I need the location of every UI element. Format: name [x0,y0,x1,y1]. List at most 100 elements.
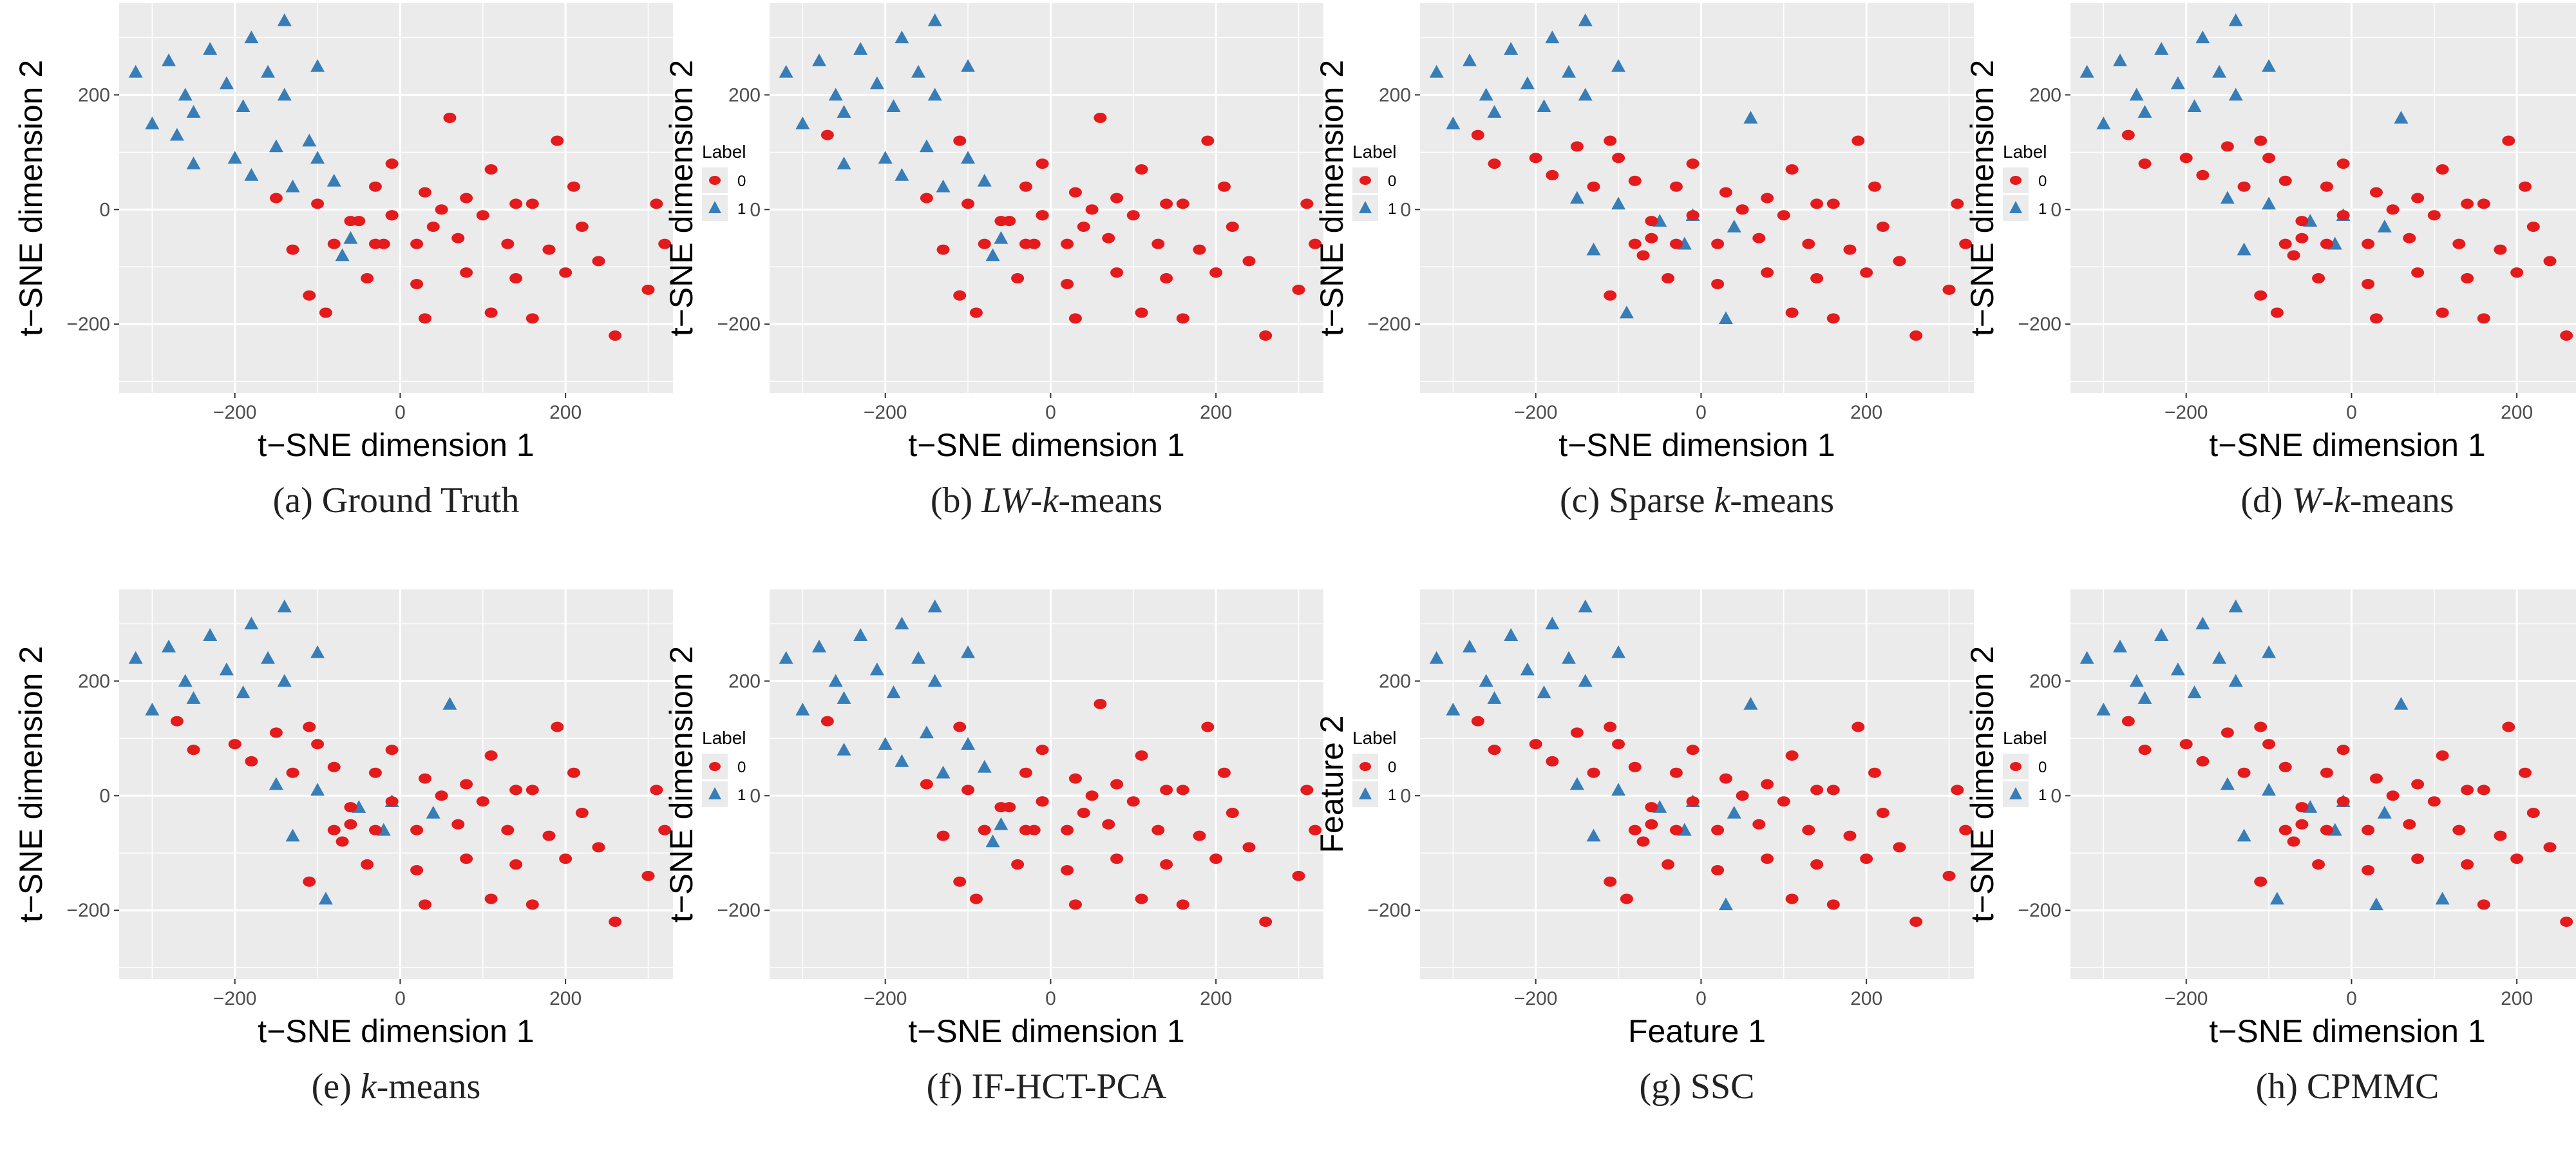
x-tick-label: −200 [2164,402,2208,423]
point-label-1 [203,628,218,641]
point-label-0 [1669,181,1683,192]
point-label-0 [2543,842,2557,853]
point-label-0 [1488,745,1501,756]
point-label-1 [277,13,292,26]
x-tick-label: 200 [1200,988,1232,1009]
point-label-0 [1628,761,1642,772]
point-label-1 [1545,616,1560,630]
y-tick-label: −200 [2018,900,2061,921]
point-label-1 [227,151,242,164]
point-label-0 [978,824,991,835]
legend-title: Label [1352,142,1397,162]
point-label-0 [2336,796,2350,807]
point-label-0 [953,135,967,146]
point-label-0 [509,859,523,870]
point-label-0 [936,830,950,841]
point-label-1 [2228,13,2243,26]
point-label-1 [837,157,851,169]
point-label-1 [886,685,901,698]
point-label-0 [2403,819,2416,830]
point-label-0 [2254,721,2268,732]
point-label-0 [969,307,983,318]
caption-segment: (f) IF-HCT-PCA [926,1067,1167,1107]
point-label-1 [828,674,843,687]
point-label-1 [2394,696,2409,710]
point-label-0 [2436,307,2449,318]
point-label-1 [2129,88,2144,101]
point-label-0 [2477,198,2490,209]
point-label-0 [1628,175,1642,186]
point-label-1 [927,599,942,613]
point-label-1 [2262,783,2277,796]
point-label-0 [2411,267,2425,278]
point-label-0 [994,216,1008,227]
point-label-1 [1520,76,1535,90]
point-label-1 [145,116,160,129]
point-label-1 [927,674,942,687]
point-label-0 [1909,330,1923,341]
point-label-0 [1645,802,1658,813]
point-label-0 [1852,721,1865,732]
point-label-0 [1259,330,1273,341]
point-label-0 [368,181,382,192]
point-label-1 [936,179,951,193]
point-label-1 [1569,777,1584,790]
point-label-0 [1686,158,1700,169]
point-label-0 [1160,785,1173,796]
point-label-1 [318,891,333,905]
point-label-0 [1810,859,1824,870]
point-label-0 [2121,716,2135,727]
point-label-0 [2295,819,2309,830]
x-tick-label: −200 [2164,988,2208,1009]
point-label-1 [1562,651,1577,664]
point-label-0 [1546,756,1559,767]
point-label-1 [244,167,259,181]
point-label-0 [1259,917,1273,928]
caption-segment: - [1030,481,1043,520]
point-label-0 [286,767,299,778]
point-label-1 [2228,674,2243,687]
point-label-0 [1686,796,1700,807]
point-label-0 [1151,238,1165,249]
point-label-0 [2477,785,2490,796]
point-label-0 [1785,164,1799,175]
point-label-0 [435,204,448,215]
point-label-1 [1479,674,1493,687]
point-label-0 [1785,307,1799,318]
point-label-0 [953,876,967,887]
y-tick-label: 0 [750,785,761,806]
point-label-0 [2461,785,2474,796]
point-label-0 [2295,216,2309,227]
point-label-1 [895,754,909,767]
point-label-0 [1529,739,1542,750]
point-label-0 [344,802,357,813]
point-label-0 [1176,785,1189,796]
point-label-0 [641,870,655,881]
legend-key-0 [2010,176,2022,185]
legend-key-1 [708,787,721,799]
x-tick-label: 0 [2346,988,2357,1009]
point-label-0 [1309,238,1322,249]
point-label-0 [2262,153,2276,164]
y-tick-label: −200 [1367,314,1411,335]
point-label-1 [2220,777,2235,790]
point-label-0 [2526,807,2540,818]
point-label-0 [2369,773,2383,784]
point-label-0 [2196,756,2210,767]
point-label-1 [927,88,942,101]
point-label-0 [1201,135,1215,146]
caption-segment: W [2291,481,2322,520]
y-tick-label: 0 [2050,785,2061,806]
point-label-0 [303,290,316,301]
point-label-0 [575,221,589,232]
point-label-0 [961,198,975,209]
x-axis-title: t−SNE dimension 1 [908,427,1184,463]
point-label-0 [319,307,332,318]
point-label-0 [1868,767,1881,778]
point-label-1 [2129,674,2144,687]
point-label-0 [1860,853,1873,864]
y-tick-label: 200 [2029,84,2061,106]
scatter-plot: −200 0 200 −200 0 200 t−SNE dimension 1 t−SNE d… [13,3,746,463]
point-label-1 [1487,691,1502,704]
point-label-0 [1061,278,1074,289]
